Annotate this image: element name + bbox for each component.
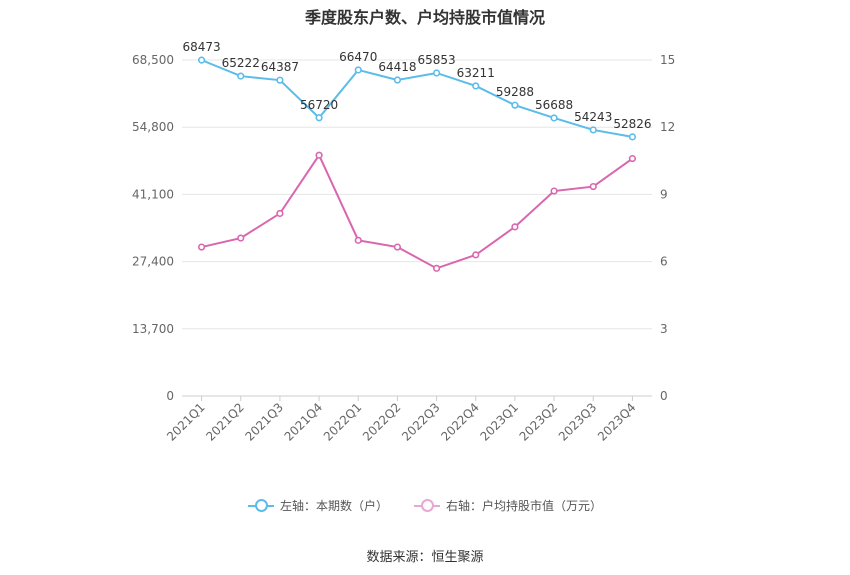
data-point bbox=[354, 236, 362, 244]
series-shareholder-count bbox=[197, 56, 637, 141]
data-point bbox=[276, 209, 284, 218]
left-tick-label: 0 bbox=[166, 389, 174, 403]
x-tick-label: 2021Q1 bbox=[164, 400, 208, 444]
data-label: 66470 bbox=[339, 50, 377, 64]
data-point bbox=[550, 187, 558, 195]
data-point bbox=[589, 182, 597, 191]
x-tick-label: 2023Q4 bbox=[595, 400, 639, 444]
data-point bbox=[237, 234, 245, 242]
data-point bbox=[432, 69, 441, 77]
data-point bbox=[393, 243, 402, 251]
data-point bbox=[628, 133, 637, 141]
legend-line-icon bbox=[247, 498, 274, 512]
data-point bbox=[511, 223, 519, 231]
data-point bbox=[472, 251, 480, 259]
data-label: 64387 bbox=[261, 60, 299, 74]
x-tick-label: 2021Q2 bbox=[203, 400, 247, 444]
left-tick-label: 54,800 bbox=[132, 120, 174, 134]
left-tick-label: 27,400 bbox=[132, 255, 174, 269]
data-label: 59288 bbox=[496, 85, 534, 99]
data-label: 56720 bbox=[300, 98, 338, 112]
right-tick-label: 6 bbox=[660, 255, 668, 269]
legend-label: 右轴：户均持股市值（万元） bbox=[446, 499, 603, 513]
data-label: 54243 bbox=[574, 110, 612, 124]
right-tick-label: 0 bbox=[660, 389, 668, 403]
legend-item-shareholders[interactable]: 左轴：本期数（户） bbox=[247, 497, 388, 514]
right-tick-label: 12 bbox=[660, 120, 675, 134]
left-tick-label: 13,700 bbox=[132, 322, 174, 336]
data-point bbox=[197, 243, 206, 251]
data-point bbox=[589, 126, 597, 134]
data-label: 64418 bbox=[378, 60, 416, 74]
x-axis-ticks: 2021Q12021Q22021Q32021Q42022Q12022Q22022… bbox=[164, 396, 639, 444]
legend-label: 左轴：本期数（户） bbox=[279, 499, 388, 513]
right-tick-label: 3 bbox=[660, 322, 668, 336]
left-tick-label: 68,500 bbox=[132, 53, 174, 67]
x-tick-label: 2022Q2 bbox=[360, 400, 404, 444]
x-tick-label: 2023Q2 bbox=[517, 400, 561, 444]
data-point bbox=[550, 114, 558, 122]
data-point bbox=[432, 264, 441, 272]
series-avg-holding-value bbox=[197, 151, 637, 272]
x-tick-label: 2021Q3 bbox=[242, 400, 286, 444]
legend-line-icon bbox=[414, 498, 440, 512]
data-label: 65222 bbox=[222, 56, 260, 70]
grid-lines bbox=[182, 59, 652, 397]
x-tick-label: 2022Q4 bbox=[438, 400, 482, 444]
series-line bbox=[201, 59, 633, 138]
data-point bbox=[628, 154, 637, 163]
line-chart: 0 13,700 27,400 41,100 54,800 68,500 0 3 6 9 12 15… bbox=[132, 40, 675, 444]
x-tick-label: 2021Q4 bbox=[282, 400, 326, 444]
data-label: 68473 bbox=[182, 40, 220, 54]
x-tick-label: 2023Q1 bbox=[477, 400, 521, 444]
legend: 左轴：本期数（户） 右轴：户均持股市值（万元） bbox=[0, 497, 850, 514]
data-point bbox=[315, 114, 323, 122]
data-point bbox=[354, 66, 362, 74]
legend-item-avg-value[interactable]: 右轴：户均持股市值（万元） bbox=[414, 497, 602, 514]
right-tick-label: 15 bbox=[660, 53, 675, 67]
data-point bbox=[315, 151, 323, 159]
data-point bbox=[237, 72, 245, 80]
chart-title: 季度股东户数、户均持股市值情况 bbox=[304, 8, 545, 27]
x-tick-label: 2022Q1 bbox=[321, 400, 365, 444]
x-tick-label: 2022Q3 bbox=[399, 400, 443, 444]
data-point bbox=[393, 76, 402, 84]
left-tick-label: 41,100 bbox=[132, 187, 174, 201]
data-label: 63211 bbox=[457, 66, 495, 80]
data-point bbox=[197, 56, 206, 64]
data-point bbox=[472, 82, 480, 90]
data-point bbox=[511, 101, 519, 109]
data-point bbox=[276, 76, 284, 84]
right-axis-ticks: 0 3 6 9 12 15 bbox=[660, 53, 675, 403]
left-axis-ticks: 0 13,700 27,400 41,100 54,800 68,500 bbox=[132, 53, 174, 403]
x-tick-label: 2023Q3 bbox=[556, 400, 600, 444]
data-label: 52826 bbox=[613, 117, 651, 131]
data-label: 65853 bbox=[417, 53, 455, 67]
series-line bbox=[201, 153, 633, 270]
right-tick-label: 9 bbox=[660, 187, 668, 201]
data-label: 56688 bbox=[535, 98, 573, 112]
data-source: 数据来源：恒生聚源 bbox=[366, 550, 484, 565]
